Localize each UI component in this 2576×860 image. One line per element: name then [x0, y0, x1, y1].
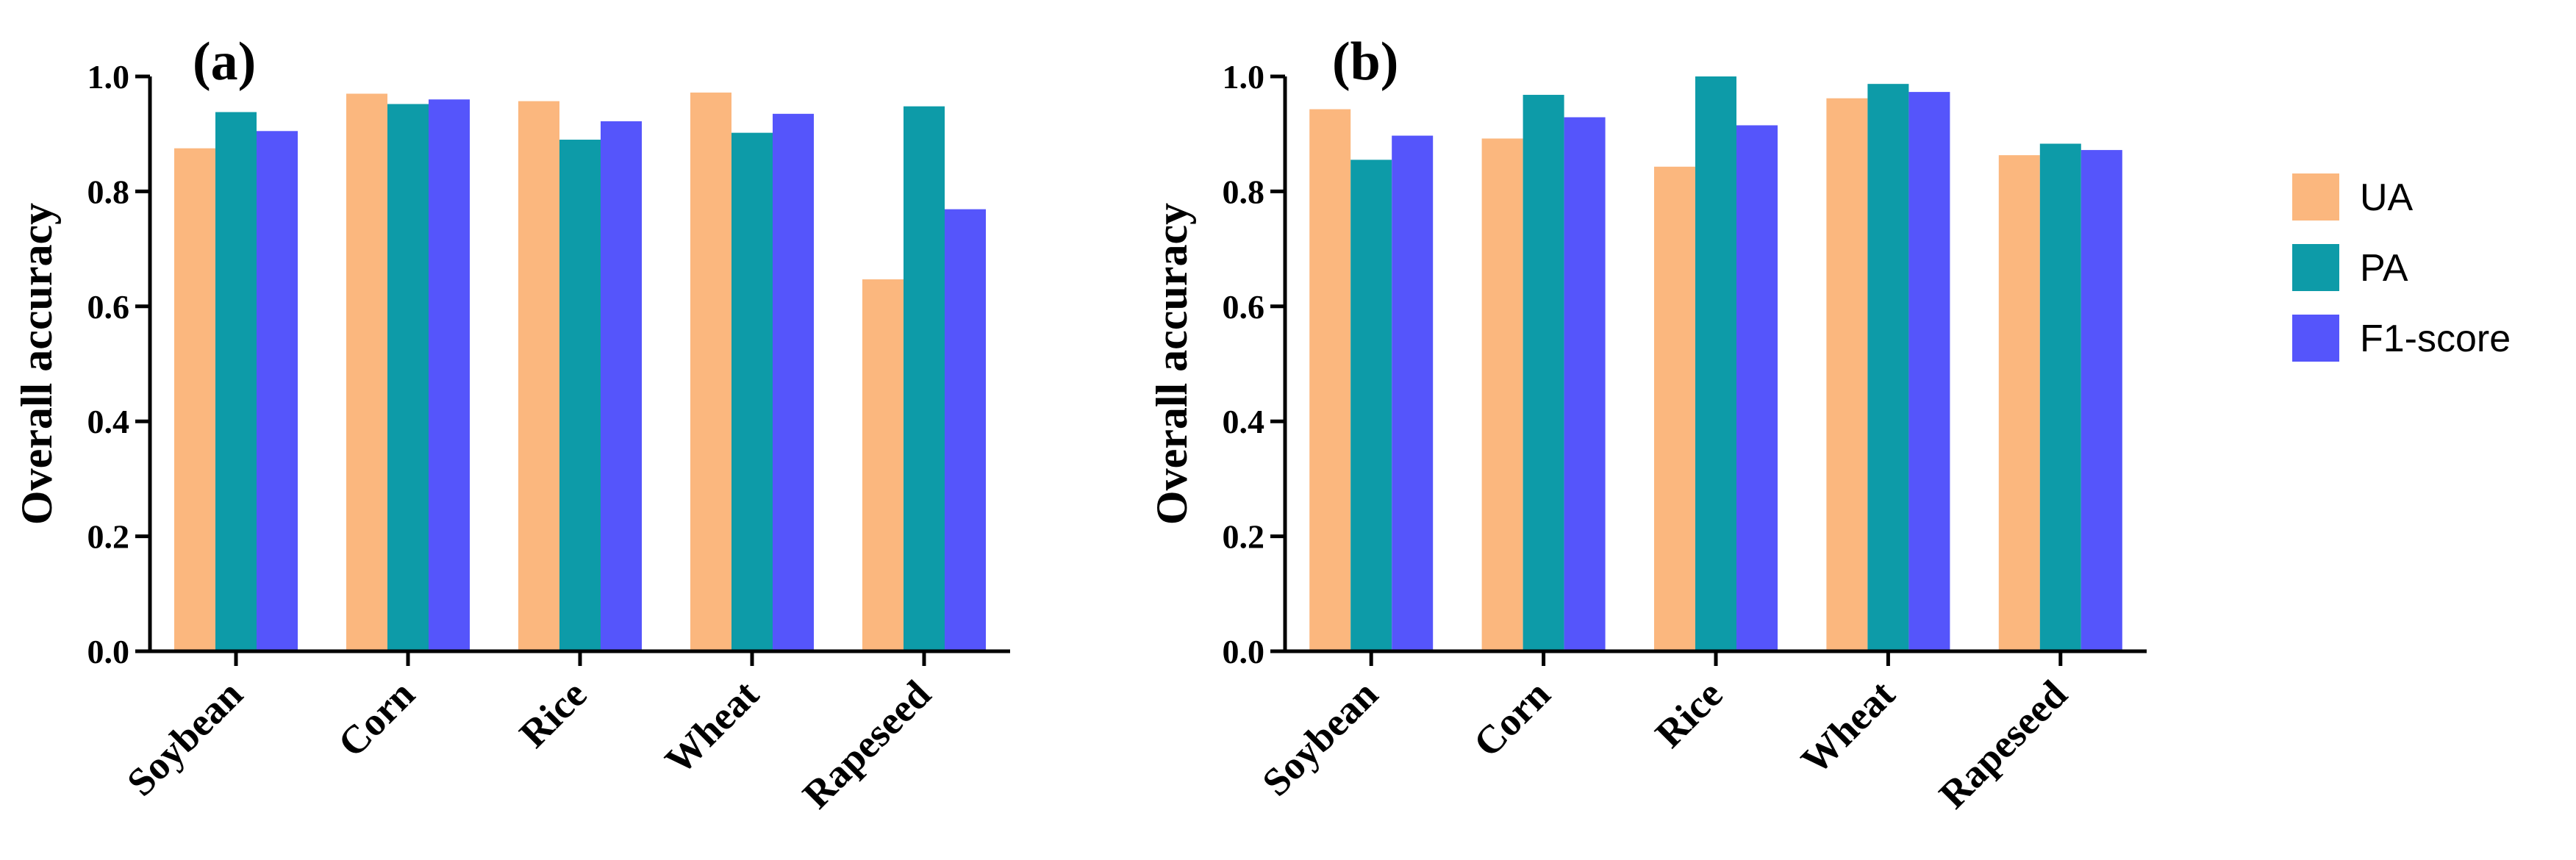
legend: UA PA F1-score: [2292, 173, 2511, 362]
bar-ua-wheat: [1826, 98, 1868, 651]
panel-label: (a): [193, 32, 256, 92]
y-tick-label: 0.6: [1223, 288, 1265, 326]
legend-swatch: [2292, 315, 2339, 362]
x-tick-label: Soybean: [1253, 672, 1386, 804]
bar-pa-wheat: [1867, 84, 1909, 651]
bar-pa-corn: [1523, 95, 1564, 652]
bar-pa-soybean: [215, 112, 257, 651]
bar-ua-corn: [346, 93, 387, 651]
y-tick-label: 1.0: [1223, 58, 1265, 96]
legend-label: PA: [2360, 247, 2408, 290]
y-tick-label: 0.4: [87, 403, 130, 440]
bar-f1-score-corn: [429, 99, 470, 651]
y-axis-label: Overall accuracy: [12, 203, 61, 525]
y-tick-label: 0.6: [87, 288, 130, 326]
y-tick-label: 0.8: [1223, 173, 1265, 210]
legend-swatch: [2292, 173, 2339, 221]
x-tick-label: Corn: [1465, 672, 1559, 765]
bar-pa-wheat: [731, 132, 773, 652]
bar-pa-soybean: [1350, 160, 1392, 651]
bar-ua-corn: [1481, 138, 1523, 651]
axes: [1283, 76, 2147, 653]
bar-pa-rice: [1695, 76, 1736, 651]
bar-pa-rapeseed: [904, 106, 945, 651]
bar-f1-score-rapeseed: [2081, 150, 2122, 651]
x-tick-label: Rapeseed: [1931, 672, 2075, 817]
bar-ua-wheat: [690, 92, 731, 652]
panel-a: (a) Overall accuracy 0.0 0.2 0.4 0.6 0.8 1.0 Soy…: [12, 32, 1010, 817]
bar-ua-soybean: [1309, 109, 1351, 652]
y-tick-label: 0.8: [87, 173, 130, 210]
bar-ua-rapeseed: [862, 279, 904, 651]
panel-b: (b) Overall accuracy 0.0 0.2 0.4 0.6 0.8 1.0 Soy…: [1148, 32, 2147, 817]
axes: [148, 76, 1010, 653]
y-tick-label: 1.0: [87, 58, 130, 96]
y-tick-label: 0.2: [1223, 518, 1265, 556]
x-tick-label: Wheat: [1792, 672, 1903, 783]
bar-pa-corn: [387, 104, 429, 651]
x-tick-label: Soybean: [118, 672, 251, 804]
legend-swatch: [2292, 244, 2339, 291]
legend-label: F1-score: [2360, 318, 2511, 360]
bar-f1-score-wheat: [1908, 92, 1950, 651]
x-tick-label: Wheat: [656, 672, 768, 783]
bar-f1-score-soybean: [257, 131, 298, 652]
bar-f1-score-rapeseed: [945, 209, 986, 652]
bar-f1-score-soybean: [1392, 135, 1434, 651]
bar-f1-score-rice: [601, 121, 642, 652]
x-tick-label: Corn: [329, 672, 423, 765]
x-tick-label: Rice: [511, 672, 595, 756]
y-tick-label: 0.0: [1223, 633, 1265, 670]
bar-f1-score-wheat: [773, 113, 814, 651]
y-tick-label: 0.4: [1223, 403, 1265, 440]
bar-f1-score-corn: [1564, 117, 1606, 652]
bar-ua-soybean: [174, 148, 215, 651]
x-tick-label: Rice: [1647, 672, 1731, 756]
y-tick-label: 0.2: [87, 518, 130, 556]
y-tick-label: 0.0: [87, 633, 130, 670]
bar-pa-rapeseed: [2039, 143, 2081, 651]
x-tick-label: Rapeseed: [794, 672, 939, 817]
bar-ua-rice: [518, 101, 559, 652]
bar-f1-score-rice: [1736, 125, 1778, 652]
bar-pa-rice: [559, 140, 601, 651]
bar-ua-rapeseed: [1998, 155, 2040, 651]
y-axis-label: Overall accuracy: [1148, 203, 1196, 525]
bar-ua-rice: [1654, 166, 1695, 652]
legend-label: UA: [2360, 176, 2414, 219]
panel-label: (b): [1332, 32, 1398, 92]
